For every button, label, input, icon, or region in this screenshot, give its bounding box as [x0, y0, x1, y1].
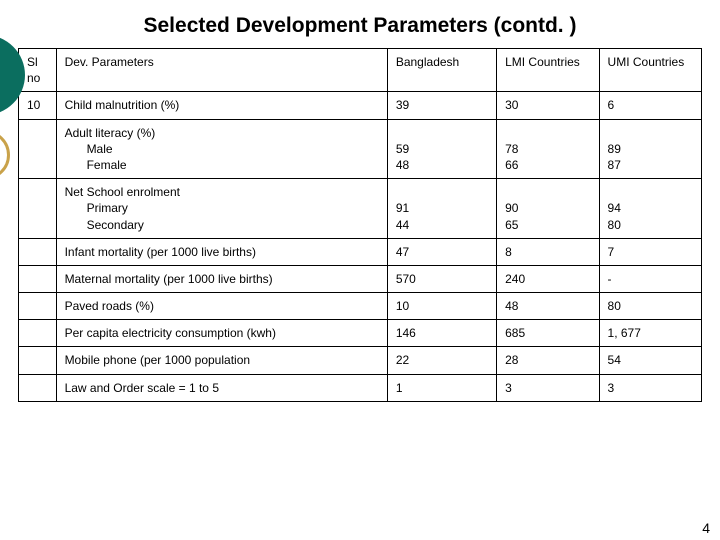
cell-umi: 3: [599, 374, 701, 401]
param-line: Male: [65, 141, 381, 157]
table-row: Paved roads (%) 104880: [19, 293, 702, 320]
cell-umi: 54: [599, 347, 701, 374]
param-line: Adult literacy (%): [65, 125, 381, 141]
cell-bangladesh: 22: [387, 347, 496, 374]
cell-bangladesh: 10: [387, 293, 496, 320]
cell-lmi: 240: [497, 265, 599, 292]
cell-param: Maternal mortality (per 1000 live births…: [56, 265, 387, 292]
table-row: 10 Child malnutrition (%) 39306: [19, 92, 702, 119]
cell-param: Adult literacy (%)MaleFemale: [56, 119, 387, 179]
param-line: Net School enrolment: [65, 184, 381, 200]
page-title: Selected Development Parameters (contd. …: [0, 0, 720, 48]
cell-lmi: 8: [497, 238, 599, 265]
cell-bangladesh: 1: [387, 374, 496, 401]
param-line: Maternal mortality (per 1000 live births…: [65, 271, 381, 287]
table-row: Mobile phone (per 1000 population 222854: [19, 347, 702, 374]
cell-slno: [19, 119, 57, 179]
page-number: 4: [702, 520, 710, 536]
cell-param: Law and Order scale = 1 to 5: [56, 374, 387, 401]
param-line: Female: [65, 157, 381, 173]
cell-param: Mobile phone (per 1000 population: [56, 347, 387, 374]
param-line: Primary: [65, 200, 381, 216]
cell-lmi: 30: [497, 92, 599, 119]
param-line: Per capita electricity consumption (kwh): [65, 325, 381, 341]
table-header-row: Sl no Dev. Parameters Bangladesh LMI Cou…: [19, 49, 702, 92]
cell-umi: 1, 677: [599, 320, 701, 347]
cell-lmi: 3: [497, 374, 599, 401]
param-line: Mobile phone (per 1000 population: [65, 352, 381, 368]
cell-param: Per capita electricity consumption (kwh): [56, 320, 387, 347]
cell-lmi: 48: [497, 293, 599, 320]
cell-umi: 6: [599, 92, 701, 119]
cell-bangladesh: 39: [387, 92, 496, 119]
cell-lmi: 90 65: [497, 179, 599, 239]
cell-param: Net School enrolmentPrimarySecondary: [56, 179, 387, 239]
table-row: Net School enrolmentPrimarySecondary 91 …: [19, 179, 702, 239]
cell-lmi: 78 66: [497, 119, 599, 179]
cell-umi: 89 87: [599, 119, 701, 179]
cell-slno: [19, 265, 57, 292]
table-row: Maternal mortality (per 1000 live births…: [19, 265, 702, 292]
table-row: Infant mortality (per 1000 live births) 4…: [19, 238, 702, 265]
cell-bangladesh: 146: [387, 320, 496, 347]
col-header-param: Dev. Parameters: [56, 49, 387, 92]
cell-bangladesh: 91 44: [387, 179, 496, 239]
table-row: Per capita electricity consumption (kwh)…: [19, 320, 702, 347]
cell-umi: 94 80: [599, 179, 701, 239]
cell-slno: [19, 293, 57, 320]
param-line: Law and Order scale = 1 to 5: [65, 380, 381, 396]
col-header-lmi: LMI Countries: [497, 49, 599, 92]
col-header-bangladesh: Bangladesh: [387, 49, 496, 92]
param-line: Paved roads (%): [65, 298, 381, 314]
cell-param: Paved roads (%): [56, 293, 387, 320]
param-line: Secondary: [65, 217, 381, 233]
cell-umi: 7: [599, 238, 701, 265]
param-line: Child malnutrition (%): [65, 97, 381, 113]
cell-umi: -: [599, 265, 701, 292]
cell-param: Child malnutrition (%): [56, 92, 387, 119]
cell-slno: [19, 347, 57, 374]
cell-slno: [19, 238, 57, 265]
table-row: Law and Order scale = 1 to 5133: [19, 374, 702, 401]
cell-lmi: 685: [497, 320, 599, 347]
col-header-umi: UMI Countries: [599, 49, 701, 92]
cell-slno: [19, 179, 57, 239]
cell-slno: 10: [19, 92, 57, 119]
cell-slno: [19, 320, 57, 347]
param-line: Infant mortality (per 1000 live births): [65, 244, 381, 260]
cell-umi: 80: [599, 293, 701, 320]
parameters-table: Sl no Dev. Parameters Bangladesh LMI Cou…: [18, 48, 702, 402]
cell-bangladesh: 59 48: [387, 119, 496, 179]
cell-slno: [19, 374, 57, 401]
cell-param: Infant mortality (per 1000 live births): [56, 238, 387, 265]
table-container: Sl no Dev. Parameters Bangladesh LMI Cou…: [0, 48, 720, 402]
cell-bangladesh: 47: [387, 238, 496, 265]
cell-lmi: 28: [497, 347, 599, 374]
cell-bangladesh: 570: [387, 265, 496, 292]
table-row: Adult literacy (%)MaleFemale 59 48 78 66…: [19, 119, 702, 179]
